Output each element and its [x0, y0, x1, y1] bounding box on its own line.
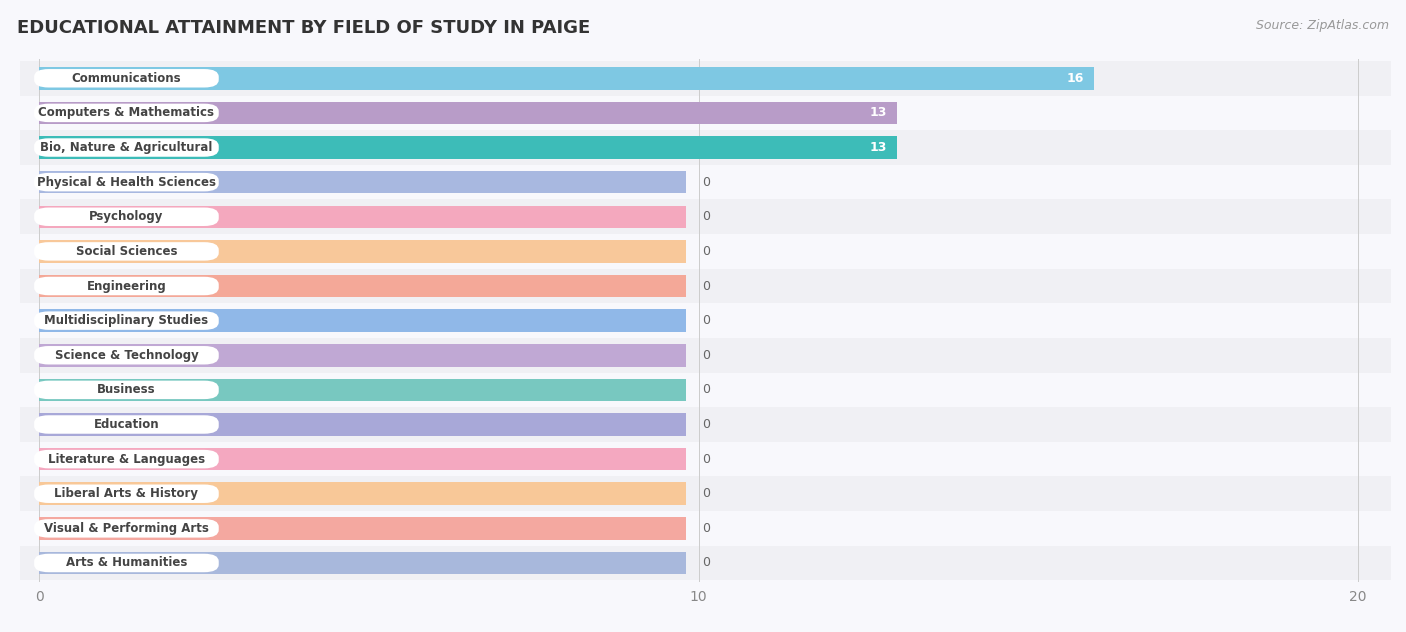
Text: Psychology: Psychology: [89, 210, 163, 223]
Text: 16: 16: [1067, 72, 1084, 85]
Bar: [7, 130, 1406, 165]
FancyBboxPatch shape: [34, 415, 219, 434]
Text: 0: 0: [702, 314, 710, 327]
Bar: [7, 477, 1406, 511]
FancyBboxPatch shape: [34, 242, 219, 260]
Text: 13: 13: [869, 141, 887, 154]
Text: 0: 0: [702, 384, 710, 396]
Text: Business: Business: [97, 384, 156, 396]
FancyBboxPatch shape: [34, 104, 219, 122]
Text: 0: 0: [702, 453, 710, 466]
Bar: [39, 552, 686, 574]
Bar: [39, 310, 686, 332]
Text: Literature & Languages: Literature & Languages: [48, 453, 205, 466]
FancyBboxPatch shape: [34, 450, 219, 468]
Text: 0: 0: [702, 279, 710, 293]
Bar: [39, 448, 686, 470]
FancyBboxPatch shape: [34, 312, 219, 330]
Text: Engineering: Engineering: [87, 279, 166, 293]
FancyBboxPatch shape: [34, 346, 219, 365]
Bar: [7, 303, 1406, 338]
Text: 0: 0: [702, 487, 710, 501]
Text: Science & Technology: Science & Technology: [55, 349, 198, 362]
FancyBboxPatch shape: [34, 380, 219, 399]
Bar: [39, 413, 686, 435]
Text: Source: ZipAtlas.com: Source: ZipAtlas.com: [1256, 19, 1389, 32]
Text: Visual & Performing Arts: Visual & Performing Arts: [44, 522, 209, 535]
Bar: [39, 482, 686, 505]
Bar: [7, 200, 1406, 234]
Text: Physical & Health Sciences: Physical & Health Sciences: [37, 176, 217, 188]
FancyBboxPatch shape: [34, 554, 219, 572]
Bar: [7, 95, 1406, 130]
Text: Multidisciplinary Studies: Multidisciplinary Studies: [45, 314, 208, 327]
Bar: [7, 61, 1406, 95]
Bar: [7, 234, 1406, 269]
Bar: [39, 275, 686, 297]
Bar: [7, 442, 1406, 477]
Text: Computers & Mathematics: Computers & Mathematics: [38, 106, 215, 119]
Bar: [39, 344, 686, 367]
Text: Arts & Humanities: Arts & Humanities: [66, 557, 187, 569]
Text: 13: 13: [869, 106, 887, 119]
Bar: [7, 407, 1406, 442]
Bar: [39, 379, 686, 401]
Text: Liberal Arts & History: Liberal Arts & History: [55, 487, 198, 501]
FancyBboxPatch shape: [34, 138, 219, 157]
Text: 0: 0: [702, 210, 710, 223]
Bar: [39, 67, 1094, 90]
FancyBboxPatch shape: [34, 173, 219, 191]
Bar: [39, 102, 897, 124]
FancyBboxPatch shape: [34, 485, 219, 503]
Bar: [7, 269, 1406, 303]
FancyBboxPatch shape: [34, 207, 219, 226]
Text: Social Sciences: Social Sciences: [76, 245, 177, 258]
Bar: [7, 165, 1406, 200]
FancyBboxPatch shape: [34, 277, 219, 295]
Text: Bio, Nature & Agricultural: Bio, Nature & Agricultural: [41, 141, 212, 154]
Text: 0: 0: [702, 176, 710, 188]
FancyBboxPatch shape: [34, 69, 219, 87]
FancyBboxPatch shape: [34, 519, 219, 538]
Text: EDUCATIONAL ATTAINMENT BY FIELD OF STUDY IN PAIGE: EDUCATIONAL ATTAINMENT BY FIELD OF STUDY…: [17, 19, 591, 37]
Bar: [39, 205, 686, 228]
Text: 0: 0: [702, 557, 710, 569]
Text: 0: 0: [702, 522, 710, 535]
Bar: [39, 137, 897, 159]
Bar: [7, 545, 1406, 580]
Bar: [39, 517, 686, 540]
Bar: [7, 338, 1406, 373]
Text: 0: 0: [702, 245, 710, 258]
Bar: [39, 171, 686, 193]
Bar: [39, 240, 686, 263]
Text: Education: Education: [94, 418, 159, 431]
Bar: [7, 373, 1406, 407]
Bar: [7, 511, 1406, 545]
Text: Communications: Communications: [72, 72, 181, 85]
Text: 0: 0: [702, 418, 710, 431]
Text: 0: 0: [702, 349, 710, 362]
